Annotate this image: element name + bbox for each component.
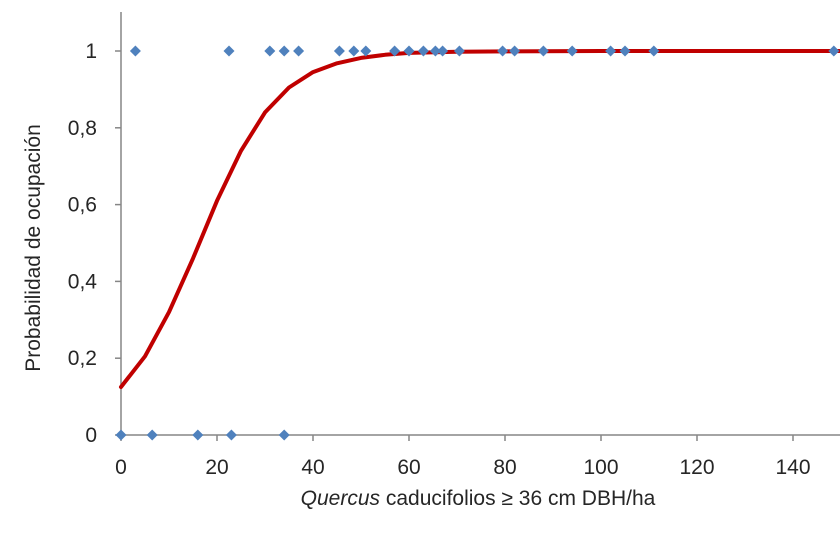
data-point	[360, 45, 372, 57]
x-tick-label: 20	[205, 456, 228, 479]
data-point	[497, 45, 509, 57]
data-point	[129, 45, 141, 57]
data-point	[146, 429, 158, 441]
y-ticks: 0 0,2 0,4 0,6 0,8 1	[68, 40, 121, 447]
data-point	[648, 45, 660, 57]
fitted-curve	[119, 49, 840, 389]
y-axis-title: Probabilidad de ocupación	[22, 124, 45, 372]
data-point	[403, 45, 415, 57]
data-point	[605, 45, 617, 57]
axes	[120, 12, 840, 436]
y-tick-label: 1	[85, 40, 97, 63]
data-point	[225, 429, 237, 441]
x-axis-title: Quercus caducifolios ≥ 36 cm DBH/ha	[301, 487, 656, 510]
x-tick-label: 40	[301, 456, 324, 479]
x-tick-label: 100	[583, 456, 618, 479]
data-point	[429, 45, 441, 57]
y-tick-label: 0,2	[68, 347, 97, 370]
data-point	[115, 429, 127, 441]
plot-area	[115, 45, 840, 441]
data-point	[333, 45, 345, 57]
x-tick-label: 0	[115, 456, 127, 479]
data-point	[278, 45, 290, 57]
data-point	[223, 45, 235, 57]
data-point	[278, 429, 290, 441]
data-point	[437, 45, 449, 57]
data-point	[453, 45, 465, 57]
x-tick-label: 120	[679, 456, 714, 479]
data-point	[417, 45, 429, 57]
x-tick-label: 60	[397, 456, 420, 479]
y-tick-label: 0,4	[68, 270, 98, 293]
data-point	[619, 45, 631, 57]
y-tick-label: 0,8	[68, 117, 97, 140]
data-point	[537, 45, 549, 57]
data-point	[566, 45, 578, 57]
data-point	[264, 45, 276, 57]
data-point	[192, 429, 204, 441]
data-point	[828, 45, 840, 57]
x-tick-label: 140	[775, 456, 810, 479]
x-tick-label: 80	[493, 456, 516, 479]
data-point	[389, 45, 401, 57]
data-point	[509, 45, 521, 57]
x-axis-title-rest: caducifolios ≥ 36 cm DBH/ha	[380, 487, 656, 510]
y-tick-label: 0,6	[68, 194, 97, 217]
x-axis-title-italic: Quercus	[301, 487, 381, 510]
data-point	[293, 45, 305, 57]
data-point	[348, 45, 360, 57]
x-ticks: 0 20 40 60 80 100 120 140	[115, 435, 811, 479]
y-tick-label: 0	[85, 424, 97, 447]
